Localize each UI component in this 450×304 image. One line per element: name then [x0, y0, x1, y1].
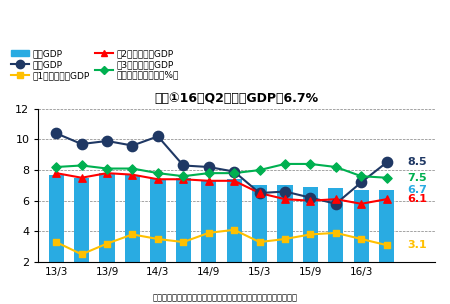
- Point: [230, 227, 238, 232]
- Point: [358, 237, 365, 241]
- Point: [78, 163, 85, 168]
- Point: [104, 139, 111, 143]
- Bar: [99, 173, 115, 262]
- Point: [230, 171, 238, 176]
- Point: [332, 197, 339, 202]
- Point: [332, 201, 339, 206]
- Point: [205, 230, 212, 235]
- Point: [78, 175, 85, 180]
- Bar: [125, 175, 140, 262]
- Text: 6.7: 6.7: [407, 185, 427, 195]
- Point: [180, 174, 187, 179]
- Point: [53, 131, 60, 136]
- Text: 7.5: 7.5: [407, 173, 427, 183]
- Point: [383, 243, 390, 247]
- Point: [180, 177, 187, 182]
- Point: [154, 177, 162, 182]
- Bar: [226, 179, 242, 262]
- Point: [205, 164, 212, 169]
- Point: [256, 191, 263, 195]
- Point: [53, 240, 60, 244]
- Point: [129, 172, 136, 177]
- Bar: [201, 181, 216, 262]
- Point: [281, 161, 288, 166]
- Point: [180, 163, 187, 168]
- Point: [383, 160, 390, 165]
- Point: [281, 237, 288, 241]
- Point: [332, 230, 339, 235]
- Point: [104, 241, 111, 246]
- Text: 6.1: 6.1: [407, 194, 427, 204]
- Point: [129, 166, 136, 171]
- Point: [230, 169, 238, 174]
- Point: [129, 232, 136, 237]
- Bar: [252, 185, 267, 262]
- Point: [307, 161, 314, 166]
- Bar: [328, 188, 343, 262]
- Point: [78, 252, 85, 257]
- Point: [358, 174, 365, 179]
- Point: [104, 171, 111, 176]
- Bar: [303, 187, 318, 262]
- Point: [205, 171, 212, 176]
- Point: [154, 134, 162, 139]
- Point: [307, 195, 314, 200]
- Point: [256, 191, 263, 195]
- Point: [281, 189, 288, 194]
- Text: 3.1: 3.1: [407, 240, 427, 250]
- Point: [383, 197, 390, 202]
- Point: [205, 178, 212, 183]
- Point: [256, 240, 263, 244]
- Point: [307, 232, 314, 237]
- Point: [53, 164, 60, 169]
- Title: 図表①16年Q2の実質GDPは6.7%: 図表①16年Q2の実質GDPは6.7%: [155, 92, 319, 105]
- Legend: 実質GDP, 名目GDP, 第1次産業実質GDP, 第2次産業実質GDP, 第3次産業実質GDP
（年初来前年同月比%）: 実質GDP, 名目GDP, 第1次産業実質GDP, 第2次産業実質GDP, 第3…: [11, 49, 179, 81]
- Point: [383, 175, 390, 180]
- Point: [154, 237, 162, 241]
- Point: [230, 178, 238, 183]
- Text: 8.5: 8.5: [407, 157, 427, 168]
- Point: [78, 142, 85, 147]
- Point: [154, 171, 162, 176]
- Bar: [379, 190, 394, 262]
- Bar: [150, 179, 166, 262]
- Point: [358, 201, 365, 206]
- Bar: [49, 175, 64, 262]
- Bar: [74, 178, 89, 262]
- Point: [129, 143, 136, 148]
- Point: [53, 171, 60, 176]
- Point: [104, 166, 111, 171]
- Point: [180, 240, 187, 244]
- Text: （出所：中国国家統計局より住友商事グローバルリサーチ作成）: （出所：中国国家統計局より住友商事グローバルリサーチ作成）: [153, 293, 297, 302]
- Point: [256, 168, 263, 172]
- Bar: [277, 185, 292, 262]
- Point: [307, 198, 314, 203]
- Bar: [354, 190, 369, 262]
- Bar: [176, 178, 191, 262]
- Point: [281, 197, 288, 202]
- Point: [332, 164, 339, 169]
- Point: [358, 180, 365, 185]
